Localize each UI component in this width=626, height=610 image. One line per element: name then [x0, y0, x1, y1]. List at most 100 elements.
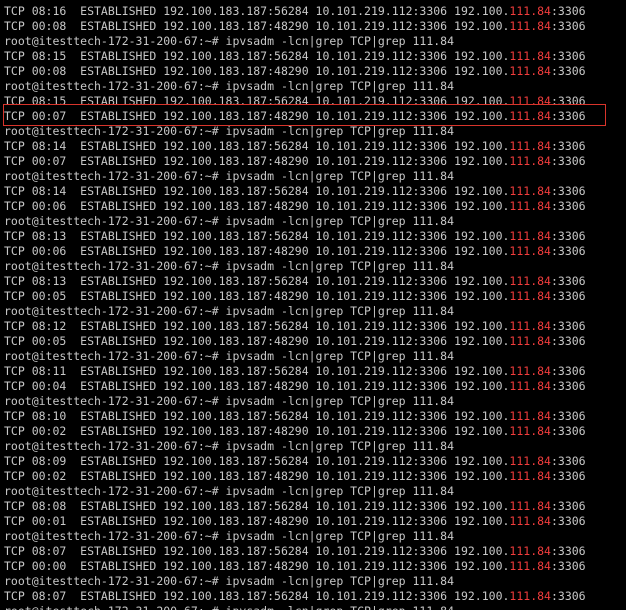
line-text: TCP 00:01 ESTABLISHED 192.100.183.187:48… [4, 514, 510, 528]
line-text: TCP 08:07 ESTABLISHED 192.100.183.187:56… [4, 589, 510, 603]
line-rest: :3306 [550, 244, 586, 258]
terminal-line: root@itesttech-172-31-200-67:~# ipvsadm … [4, 394, 454, 409]
highlight-text: 111.84 [509, 544, 551, 558]
line-text: root@itesttech-172-31-200-67:~# ipvsadm … [4, 34, 455, 48]
terminal-line: root@itesttech-172-31-200-67:~# ipvsadm … [4, 439, 454, 454]
terminal-line: TCP 00:02 ESTABLISHED 192.100.183.187:48… [4, 424, 586, 439]
line-rest: :3306 [550, 49, 586, 63]
line-rest: :3306 [550, 154, 586, 168]
highlight-text: 111.84 [509, 409, 551, 423]
line-text: TCP 08:11 ESTABLISHED 192.100.183.187:56… [4, 364, 510, 378]
terminal-line: TCP 08:09 ESTABLISHED 192.100.183.187:56… [4, 454, 586, 469]
line-rest: :3306 [550, 499, 586, 513]
highlight-text: 111.84 [509, 184, 551, 198]
terminal-line: root@itesttech-172-31-200-67:~# ipvsadm … [4, 214, 454, 229]
line-text: root@itesttech-172-31-200-67:~# ipvsadm … [4, 124, 455, 138]
line-rest: :3306 [550, 334, 586, 348]
terminal-line: root@itesttech-172-31-200-67:~# ipvsadm … [4, 79, 454, 94]
line-rest: :3306 [550, 544, 586, 558]
terminal-line: TCP 08:13 ESTABLISHED 192.100.183.187:56… [4, 229, 586, 244]
terminal-line: TCP 08:12 ESTABLISHED 192.100.183.187:56… [4, 319, 586, 334]
terminal-line: TCP 08:11 ESTABLISHED 192.100.183.187:56… [4, 364, 586, 379]
highlight-text: 111.84 [509, 109, 551, 123]
highlight-text: 111.84 [509, 559, 551, 573]
line-text: root@itesttech-172-31-200-67:~# ipvsadm … [4, 574, 455, 588]
line-text: root@itesttech-172-31-200-67:~# ipvsadm … [4, 439, 455, 453]
line-text: root@itesttech-172-31-200-67:~# ipvsadm … [4, 169, 455, 183]
highlight-text: 111.84 [509, 4, 551, 18]
terminal-line: root@itesttech-172-31-200-67:~# ipvsadm … [4, 34, 454, 49]
line-text: root@itesttech-172-31-200-67:~# ipvsadm … [4, 259, 455, 273]
line-text: TCP 00:05 ESTABLISHED 192.100.183.187:48… [4, 334, 510, 348]
line-text: TCP 00:04 ESTABLISHED 192.100.183.187:48… [4, 379, 510, 393]
terminal-line: TCP 08:08 ESTABLISHED 192.100.183.187:56… [4, 499, 586, 514]
terminal-line: TCP 08:07 ESTABLISHED 192.100.183.187:56… [4, 589, 586, 604]
terminal-line: TCP 00:05 ESTABLISHED 192.100.183.187:48… [4, 334, 586, 349]
line-rest: :3306 [550, 229, 586, 243]
line-rest: :3306 [550, 4, 586, 18]
line-text: root@itesttech-172-31-200-67:~# ipvsadm … [4, 529, 455, 543]
highlight-text: 111.84 [509, 289, 551, 303]
line-text: TCP 00:07 ESTABLISHED 192.100.183.187:48… [4, 154, 510, 168]
terminal-line: TCP 00:07 ESTABLISHED 192.100.183.187:48… [4, 109, 586, 124]
highlight-text: 111.84 [509, 139, 551, 153]
highlight-text: 111.84 [509, 454, 551, 468]
terminal-line: TCP 00:06 ESTABLISHED 192.100.183.187:48… [4, 244, 586, 259]
terminal-line: TCP 08:15 ESTABLISHED 192.100.183.187:56… [4, 49, 586, 64]
terminal-line: TCP 08:07 ESTABLISHED 192.100.183.187:56… [4, 544, 586, 559]
terminal-line: TCP 00:08 ESTABLISHED 192.100.183.187:48… [4, 64, 586, 79]
terminal-line: root@itesttech-172-31-200-67:~# ipvsadm … [4, 574, 454, 589]
line-text: root@itesttech-172-31-200-67:~# ipvsadm … [4, 349, 455, 363]
highlight-text: 111.84 [509, 589, 551, 603]
terminal-line: TCP 00:01 ESTABLISHED 192.100.183.187:48… [4, 514, 586, 529]
line-rest: :3306 [550, 379, 586, 393]
terminal-line: root@itesttech-172-31-200-67:~# ipvsadm … [4, 169, 454, 184]
line-rest: :3306 [550, 319, 586, 333]
terminal-line: TCP 00:05 ESTABLISHED 192.100.183.187:48… [4, 289, 586, 304]
line-text: TCP 08:13 ESTABLISHED 192.100.183.187:56… [4, 229, 510, 243]
highlight-text: 111.84 [509, 49, 551, 63]
line-rest: :3306 [550, 184, 586, 198]
line-text: TCP 08:10 ESTABLISHED 192.100.183.187:56… [4, 409, 510, 423]
line-rest: :3306 [550, 454, 586, 468]
line-rest: :3306 [550, 559, 586, 573]
terminal-line: root@itesttech-172-31-200-67:~# ipvsadm … [4, 604, 454, 610]
highlight-text: 111.84 [509, 499, 551, 513]
line-text: TCP 08:12 ESTABLISHED 192.100.183.187:56… [4, 319, 510, 333]
line-rest: :3306 [550, 19, 586, 33]
terminal-line: TCP 08:10 ESTABLISHED 192.100.183.187:56… [4, 409, 586, 424]
terminal-line: root@itesttech-172-31-200-67:~# ipvsadm … [4, 529, 454, 544]
line-rest: :3306 [550, 199, 586, 213]
terminal-line: root@itesttech-172-31-200-67:~# ipvsadm … [4, 349, 454, 364]
line-text: TCP 08:13 ESTABLISHED 192.100.183.187:56… [4, 274, 510, 288]
line-text: root@itesttech-172-31-200-67:~# ipvsadm … [4, 304, 455, 318]
line-text: root@itesttech-172-31-200-67:~# ipvsadm … [4, 214, 455, 228]
line-text: root@itesttech-172-31-200-67:~# ipvsadm … [4, 604, 454, 610]
terminal-line: root@itesttech-172-31-200-67:~# ipvsadm … [4, 304, 454, 319]
highlight-text: 111.84 [509, 319, 551, 333]
highlight-text: 111.84 [509, 424, 551, 438]
line-text: TCP 00:02 ESTABLISHED 192.100.183.187:48… [4, 424, 510, 438]
highlight-text: 111.84 [509, 274, 551, 288]
line-text: TCP 00:06 ESTABLISHED 192.100.183.187:48… [4, 199, 510, 213]
highlight-text: 111.84 [509, 244, 551, 258]
line-text: TCP 00:02 ESTABLISHED 192.100.183.187:48… [4, 469, 510, 483]
highlight-text: 111.84 [509, 199, 551, 213]
line-text: root@itesttech-172-31-200-67:~# ipvsadm … [4, 79, 455, 93]
line-text: TCP 00:08 ESTABLISHED 192.100.183.187:48… [4, 64, 510, 78]
terminal-line: TCP 08:14 ESTABLISHED 192.100.183.187:56… [4, 184, 586, 199]
line-rest: :3306 [550, 274, 586, 288]
line-rest: :3306 [550, 64, 586, 78]
highlight-text: 111.84 [509, 154, 551, 168]
line-text: TCP 08:14 ESTABLISHED 192.100.183.187:56… [4, 139, 510, 153]
highlight-text: 111.84 [509, 469, 551, 483]
line-text: TCP 00:08 ESTABLISHED 192.100.183.187:48… [4, 19, 510, 33]
highlight-text: 111.84 [509, 379, 551, 393]
line-text: TCP 00:00 ESTABLISHED 192.100.183.187:48… [4, 559, 510, 573]
highlight-text: 111.84 [509, 334, 551, 348]
line-text: TCP 08:09 ESTABLISHED 192.100.183.187:56… [4, 454, 510, 468]
line-text: root@itesttech-172-31-200-67:~# ipvsadm … [4, 484, 455, 498]
highlight-text: 111.84 [509, 64, 551, 78]
